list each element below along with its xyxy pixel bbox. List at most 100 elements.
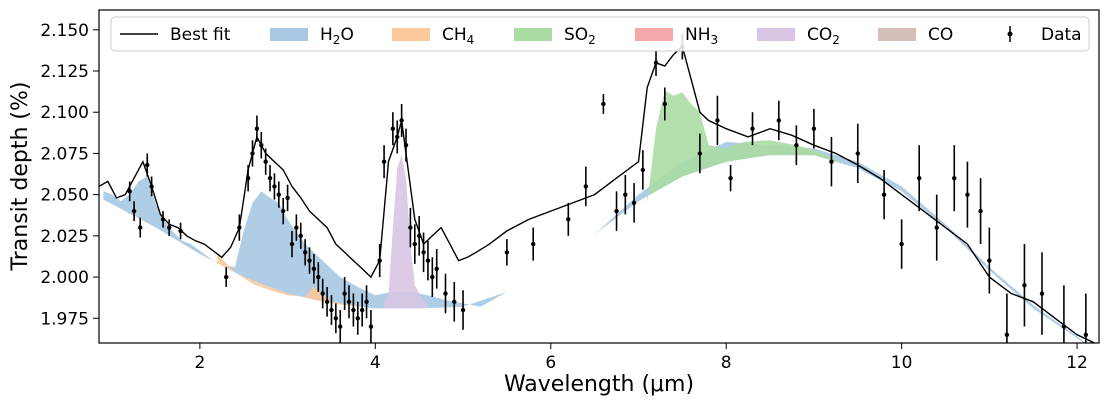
data-point <box>934 194 939 261</box>
data-marker <box>965 192 970 197</box>
data-marker <box>307 258 312 263</box>
data-marker <box>245 175 251 181</box>
data-marker <box>390 126 396 131</box>
data-marker <box>338 324 343 329</box>
data-point <box>965 161 970 228</box>
data-point <box>285 184 290 212</box>
data-point <box>395 120 400 154</box>
data-point <box>294 214 299 241</box>
y-axis-ticks: 1.975 2.000 2.025 2.050 2.075 2.100 2.125 2.150 <box>40 21 99 329</box>
legend-co-label: CO <box>928 25 953 45</box>
data-point <box>881 169 887 220</box>
data-point <box>623 174 628 215</box>
data-point <box>531 227 536 261</box>
data-marker <box>223 274 229 280</box>
data-marker <box>316 274 321 280</box>
data-point <box>416 216 422 256</box>
molecule-area-layer <box>103 90 1086 343</box>
data-marker <box>434 266 439 272</box>
data-point <box>351 293 356 327</box>
data-marker <box>259 142 264 148</box>
data-point <box>138 217 143 238</box>
data-point <box>346 285 352 319</box>
data-marker <box>149 184 154 189</box>
y-tick-label: 2.125 <box>40 62 89 82</box>
data-marker <box>408 225 413 230</box>
data-marker <box>138 225 143 230</box>
data-point <box>276 181 282 208</box>
data-marker <box>881 192 887 197</box>
data-point <box>987 227 992 294</box>
x-tick-label: 12 <box>1066 353 1088 373</box>
data-marker <box>178 228 183 234</box>
data-marker <box>289 241 295 247</box>
data-marker <box>145 162 150 168</box>
y-tick-label: 2.075 <box>40 144 89 164</box>
y-axis-label: Transit depth (%) <box>8 82 33 272</box>
data-point <box>776 100 782 141</box>
data-marker <box>1083 332 1089 337</box>
data-point <box>281 197 286 225</box>
data-marker <box>395 134 400 140</box>
data-marker <box>351 307 356 313</box>
data-marker <box>127 189 132 194</box>
data-point <box>631 183 637 223</box>
data-point <box>250 140 255 167</box>
data-point <box>750 112 755 146</box>
data-marker <box>311 266 317 272</box>
area-so2 <box>647 90 841 203</box>
data-marker <box>631 200 637 206</box>
data-point <box>368 310 374 343</box>
data-marker <box>978 208 983 214</box>
data-marker <box>399 118 404 123</box>
legend: Best fit H2O CH4 SO2 NH3 CO2 CO Data <box>110 16 1090 52</box>
data-point <box>307 247 312 274</box>
data-point <box>329 295 334 325</box>
data-point <box>728 164 733 192</box>
data-marker <box>281 208 286 214</box>
plot-frame <box>98 9 1100 344</box>
legend-nh3-swatch <box>635 28 673 41</box>
data-marker <box>368 324 374 329</box>
data-point <box>298 222 303 250</box>
data-marker <box>329 307 334 313</box>
data-point <box>566 202 571 236</box>
y-tick-label: 2.000 <box>40 268 89 288</box>
data-marker <box>276 192 282 197</box>
data-point <box>131 201 137 222</box>
data-marker <box>430 274 435 280</box>
legend-co-swatch <box>878 28 916 41</box>
data-point <box>377 244 382 278</box>
data-point <box>359 293 365 327</box>
legend-so2-swatch <box>514 28 552 41</box>
data-point <box>149 176 154 197</box>
data-point <box>302 239 308 266</box>
data-point <box>794 125 799 165</box>
legend-h2o-swatch <box>270 28 308 41</box>
data-marker <box>166 225 172 230</box>
data-marker <box>855 151 860 156</box>
data-point <box>403 128 409 162</box>
data-point <box>640 150 646 190</box>
data-point <box>237 214 242 241</box>
data-point <box>355 301 360 335</box>
data-point <box>829 136 834 187</box>
y-tick-label: 2.050 <box>40 186 89 206</box>
data-marker <box>583 184 589 189</box>
data-marker <box>829 159 834 164</box>
data-point <box>697 133 703 174</box>
data-marker <box>614 208 619 214</box>
y-tick-label: 2.100 <box>40 103 89 123</box>
data-point <box>178 222 183 240</box>
data-point <box>316 262 321 292</box>
data-marker <box>254 126 260 131</box>
data-marker <box>377 258 382 263</box>
data-point <box>1022 244 1027 327</box>
data-marker <box>640 167 646 173</box>
data-marker <box>623 192 628 197</box>
data-marker <box>250 151 255 156</box>
data-marker <box>452 299 457 304</box>
data-marker <box>421 250 426 255</box>
data-marker <box>267 175 273 181</box>
